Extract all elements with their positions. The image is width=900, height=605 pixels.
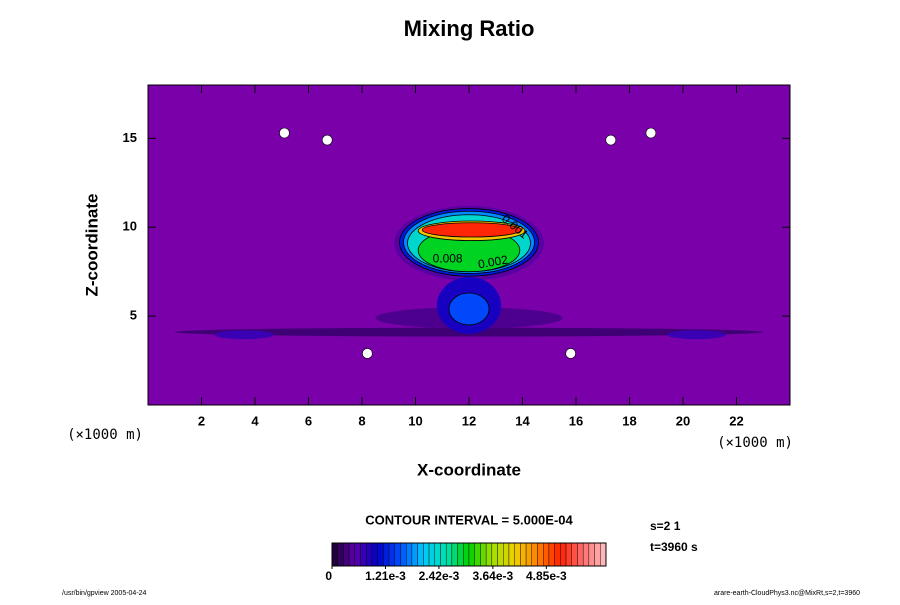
y-unit-label: (×1000 m): [67, 427, 143, 443]
footer: /usr/bin/gpview 2005-04-24: [62, 590, 147, 597]
x-unit-label: (×1000 m): [717, 435, 793, 451]
colorbar-cell: [406, 542, 413, 567]
field: [174, 127, 764, 359]
info-text: t=3960 s: [650, 540, 698, 554]
colorbar-cell: [400, 542, 407, 567]
colorbar-cell: [548, 542, 555, 567]
colorbar-cell: [423, 542, 430, 567]
colorbar-cell: [348, 542, 356, 567]
x-tick-label: 22: [729, 413, 743, 428]
colorbar-cell: [337, 542, 344, 567]
y-tick-label: 5: [130, 308, 137, 323]
footer: arare-earth-CloudPhys3.nc@MixRt,s=2,t=39…: [714, 590, 860, 597]
x-tick-label: 10: [408, 413, 422, 428]
colorbar-cell: [531, 542, 538, 567]
colorbar-tick-label: 3.64e-3: [473, 569, 514, 583]
colorbar-cell: [331, 542, 338, 567]
colorbar-cell: [457, 542, 464, 567]
contour-region: [448, 292, 490, 326]
contour-region: [421, 222, 522, 238]
y-axis-label: Z-coordinate: [82, 194, 101, 297]
x-tick-label: 14: [515, 413, 530, 428]
x-tick-label: 8: [358, 413, 365, 428]
contour-label: 0.002: [477, 252, 509, 271]
blank-region: [645, 127, 657, 139]
colorbar-cell: [594, 542, 601, 567]
colorbar-cell: [451, 542, 458, 567]
colorbar-cell: [440, 542, 447, 567]
colorbar-cell: [491, 542, 498, 567]
colorbar-tick-label: 2.42e-3: [419, 569, 460, 583]
colorbar-cell: [474, 542, 481, 567]
colorbar-cell: [445, 542, 453, 567]
colorbar-cell: [503, 542, 510, 567]
chart-title: Mixing Ratio: [404, 16, 535, 41]
colorbar-cell: [537, 542, 544, 567]
colorbar-cell: [366, 542, 373, 567]
y-tick-label: 10: [123, 219, 137, 234]
colorbar-cell: [343, 542, 350, 567]
colorbar-cell: [508, 542, 515, 567]
colorbar-cell: [543, 542, 550, 567]
x-tick-label: 18: [622, 413, 636, 428]
colorbar-cell: [360, 542, 367, 567]
x-tick-label: 6: [305, 413, 312, 428]
colorbar-cell: [417, 542, 424, 567]
colorbar-cell: [434, 542, 441, 567]
colorbar-cell: [463, 542, 470, 567]
colorbar-cell: [388, 542, 395, 567]
colorbar-cell: [600, 542, 607, 567]
colorbar-cell: [377, 542, 384, 567]
blank-region: [321, 134, 333, 146]
colorbar-cell: [394, 542, 401, 567]
info-text: s=2 1: [650, 519, 681, 533]
colorbar-cell: [514, 542, 521, 567]
colorbar-cell: [480, 542, 487, 567]
x-tick-label: 2: [198, 413, 205, 428]
colorbar-cell: [525, 542, 532, 567]
colorbar-cell: [371, 542, 378, 567]
x-tick-label: 16: [569, 413, 583, 428]
colorbar-cell: [571, 542, 578, 567]
colorbar-title: CONTOUR INTERVAL = 5.000E-04: [365, 512, 573, 527]
colorbar-cell: [565, 542, 572, 567]
colorbar-frame: [331, 542, 607, 567]
contour-region: [666, 330, 726, 340]
colorbar-tick-label: 1.21e-3: [365, 569, 406, 583]
colorbar-tick-label: 4.85e-3: [526, 569, 567, 583]
colorbar-cell: [554, 542, 561, 567]
x-tick-label: 4: [251, 413, 259, 428]
colorbar-cell: [383, 542, 390, 567]
colorbar-cell: [577, 542, 584, 567]
colorbar-cell: [468, 542, 475, 567]
colorbar-cell: [411, 542, 418, 567]
contour-label: 0.008: [433, 251, 463, 265]
colorbar-cell: [497, 542, 504, 567]
x-tick-label: 12: [462, 413, 476, 428]
blank-region: [565, 348, 576, 359]
blank-region: [362, 348, 373, 359]
colorbar-tick-label: 0: [325, 569, 332, 583]
blank-region: [605, 134, 617, 146]
x-axis-label: X-coordinate: [417, 460, 521, 479]
colorbar-cell: [485, 542, 493, 567]
x-tick-label: 20: [676, 413, 690, 428]
colorbar-cell: [520, 542, 527, 567]
colorbar-cell: [428, 542, 435, 567]
y-tick-label: 15: [123, 130, 137, 145]
contour-region: [214, 330, 274, 340]
colorbar-cell: [588, 542, 595, 567]
colorbar-cell: [582, 542, 590, 567]
blank-region: [279, 127, 290, 139]
colorbar-cell: [354, 542, 361, 567]
colorbar-cell: [560, 542, 567, 567]
